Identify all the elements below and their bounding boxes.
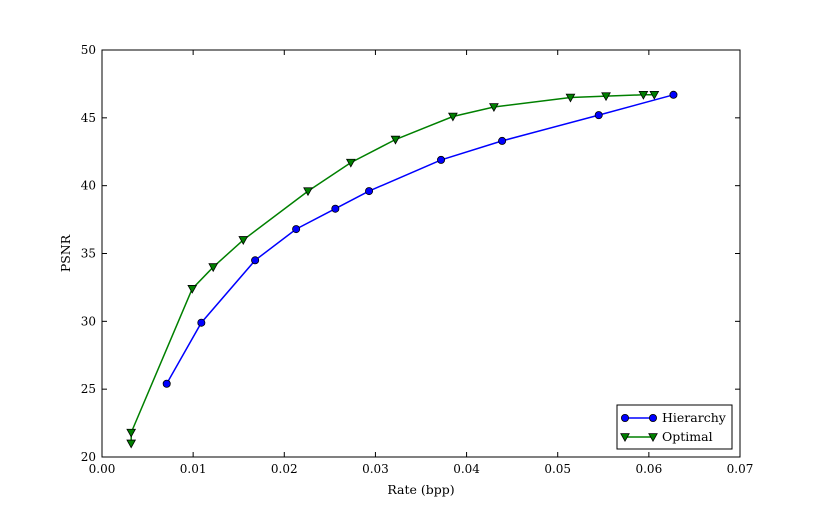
data-point: [292, 225, 301, 234]
y-tick-label: 35: [81, 247, 96, 261]
data-point: [489, 103, 499, 113]
x-tick-label: 0.02: [271, 462, 298, 476]
data-point: [565, 93, 576, 103]
legend-item: Optimal: [620, 429, 713, 444]
data-point: [498, 136, 507, 145]
series-hierarchy: [162, 90, 678, 388]
series-line: [166, 94, 674, 385]
data-point: [437, 155, 446, 164]
x-axis: 0.00 0.01 0.02 0.03 0.04 0.05 0.06 0.07: [89, 50, 754, 476]
data-point: [162, 379, 171, 388]
series-optimal: [126, 91, 660, 449]
data-point: [601, 92, 611, 102]
legend-label: Optimal: [662, 429, 713, 444]
data-point: [251, 256, 260, 265]
x-tick-label: 0.06: [635, 462, 662, 476]
data-point: [126, 428, 137, 438]
legend: Hierarchy Optimal: [616, 404, 733, 450]
data-point: [126, 439, 137, 449]
data-point: [187, 285, 198, 294]
y-tick-label: 50: [81, 43, 96, 57]
x-tick-label: 0.01: [180, 462, 207, 476]
data-point: [238, 236, 249, 245]
y-tick-label: 30: [81, 314, 96, 328]
data-point: [390, 135, 401, 145]
x-tick-label: 0.07: [727, 462, 754, 476]
x-tick-label: 0.05: [544, 462, 571, 476]
legend-label: Hierarchy: [662, 410, 727, 425]
plot-frame: [101, 49, 741, 458]
y-axis: 20 25 30 35 40 45 50: [81, 43, 740, 464]
data-point: [197, 318, 206, 327]
x-tick-label: 0.04: [453, 462, 480, 476]
x-tick-label: 0.00: [89, 462, 116, 476]
x-tick-label: 0.03: [362, 462, 389, 476]
x-axis-label: Rate (bpp): [387, 482, 454, 497]
legend-box: [616, 404, 733, 450]
data-point: [208, 263, 219, 273]
y-tick-label: 20: [81, 450, 96, 464]
y-axis-label: PSNR: [58, 234, 73, 272]
data-point: [303, 187, 313, 197]
data-point: [638, 91, 649, 100]
data-point: [649, 413, 658, 422]
data-point: [345, 158, 356, 168]
data-point: [648, 433, 658, 443]
series-line: [130, 94, 655, 444]
data-point: [621, 413, 630, 422]
data-point: [365, 187, 374, 196]
data-point: [448, 112, 458, 122]
data-point: [669, 90, 678, 99]
data-point: [331, 204, 340, 213]
y-tick-label: 25: [81, 382, 96, 396]
y-tick-label: 40: [81, 179, 96, 193]
legend-item: Hierarchy: [621, 410, 727, 425]
data-point: [594, 111, 603, 120]
data-point: [620, 433, 630, 443]
y-tick-label: 45: [81, 111, 96, 125]
series-layer: [126, 90, 678, 449]
data-point: [649, 91, 660, 100]
